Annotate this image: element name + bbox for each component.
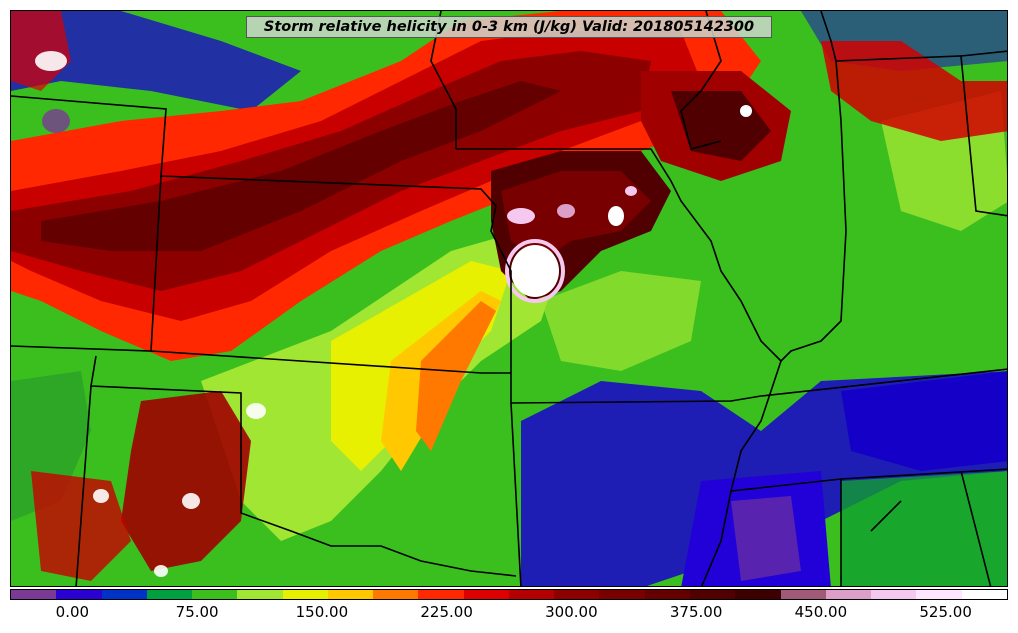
colorbar-segment	[146, 590, 193, 599]
map-panel	[10, 10, 1008, 587]
colorbar-segment	[327, 590, 374, 599]
colorbar-segment	[871, 590, 917, 599]
colorbar-tick-label: 225.00	[420, 603, 473, 621]
colorbar-segment	[56, 590, 102, 599]
colorbar-segment	[780, 590, 826, 599]
colorbar-segment	[554, 590, 600, 599]
colorbar-segment	[11, 590, 57, 599]
high-helicity-band	[11, 11, 1007, 581]
colorbar-segment	[825, 590, 872, 599]
state-boundaries	[11, 11, 1007, 586]
colorbar-segment	[192, 590, 238, 599]
colorbar-labels: 0.00 75.00 150.00 225.00 300.00 375.00 450.00 5…	[0, 603, 1018, 625]
colorbar-segment	[689, 590, 736, 599]
colorbar-segment	[735, 590, 781, 599]
colorbar-segment	[599, 590, 645, 599]
moderate-helicity-regions	[201, 91, 1007, 541]
map-title: Storm relative helicity in 0-3 km (J/kg)…	[246, 16, 772, 38]
storm-cluster	[35, 51, 752, 577]
colorbar-tick-label: 375.00	[669, 603, 723, 621]
colorbar-segment	[916, 590, 962, 599]
helicity-field-map	[11, 11, 1007, 586]
colorbar-segment	[644, 590, 690, 599]
colorbar-segment	[282, 590, 328, 599]
colorbar-tick-label: 0.00	[55, 603, 90, 621]
colorbar-tick-label: 525.00	[919, 603, 972, 621]
colorbar-segment	[101, 590, 147, 599]
colorbar-segment	[418, 590, 464, 599]
colorbar-tick-label: 150.00	[295, 603, 349, 621]
colorbar-segment	[463, 590, 509, 599]
colorbar-segment	[237, 590, 283, 599]
colorbar-segment	[373, 590, 419, 599]
colorbar-tick-label: 75.00	[175, 603, 219, 621]
colorbar-segment	[508, 590, 555, 599]
colorbar-tick-label: 450.00	[794, 603, 848, 621]
colorbar-segment	[961, 590, 1007, 599]
colorbar-tick-label: 300.00	[545, 603, 598, 621]
colorbar	[10, 589, 1008, 600]
